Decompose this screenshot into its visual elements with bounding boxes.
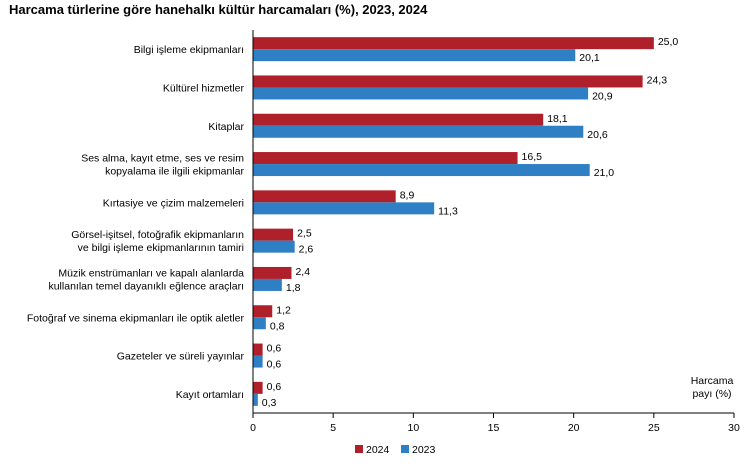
legend-swatch-2024: [355, 445, 363, 453]
bar-2024: [253, 75, 643, 88]
data-label: 20,9: [592, 90, 613, 102]
data-label: 11,3: [438, 205, 458, 217]
category-label: Kayıt ortamları: [176, 389, 244, 401]
category-label: Kitaplar: [208, 121, 244, 133]
bar-2023: [253, 49, 576, 62]
category-label: Fotoğraf ve sinema ekipmanları ile optik…: [27, 312, 245, 324]
data-label: 2,4: [295, 266, 310, 278]
data-label: 1,8: [286, 282, 301, 294]
bar-2023: [253, 87, 589, 100]
bar-2024: [253, 381, 263, 394]
data-label: 0,3: [262, 397, 277, 409]
data-label: 20,1: [579, 52, 600, 64]
category-label: kopyalama ile ilgili ekipmanlar: [105, 166, 244, 178]
bar-2024: [253, 266, 292, 279]
category-label: Bilgi işleme ekipmanları: [134, 44, 244, 56]
bar-2023: [253, 355, 263, 368]
x-tick-label: 0: [250, 422, 256, 434]
bar-2024: [253, 113, 544, 126]
category-label: Ses alma, kayıt etme, ses ve resim: [81, 153, 244, 165]
bar-2024: [253, 190, 396, 203]
bar-2023: [253, 164, 590, 177]
bar-2023: [253, 278, 282, 291]
data-label: 8,9: [400, 189, 415, 201]
category-label: kullanılan temel dayanıklı eğlence araçl…: [48, 280, 244, 292]
category-label: Kırtasiye ve çizim malzemeleri: [103, 197, 244, 209]
data-label: 0,6: [267, 343, 282, 355]
bar-2023: [253, 240, 295, 253]
category-label: Kültürel hizmetler: [163, 82, 245, 94]
data-label: 16,5: [522, 151, 543, 163]
legend-label: 2024: [366, 444, 390, 456]
bar-2024: [253, 228, 294, 241]
data-label: 18,1: [547, 113, 568, 125]
data-label: 0,6: [267, 359, 282, 371]
data-label: 0,6: [267, 381, 282, 393]
data-label: 25,0: [658, 36, 679, 48]
category-label: Gazeteler ve süreli yayınlar: [117, 351, 245, 363]
legend-label: 2023: [412, 444, 436, 456]
bar-2024: [253, 37, 654, 50]
data-label: 20,6: [587, 129, 608, 141]
data-label: 0,8: [270, 320, 285, 332]
bar-2023: [253, 317, 266, 330]
data-label: 1,2: [276, 304, 291, 316]
data-label: 24,3: [647, 74, 668, 86]
category-label: Müzik enstrümanları ve kapalı alanlarda: [58, 267, 244, 279]
data-label: 2,5: [297, 228, 312, 240]
bar-2023: [253, 393, 258, 406]
x-tick-label: 10: [407, 422, 419, 434]
x-tick-label: 25: [648, 422, 660, 434]
bar-2024: [253, 343, 263, 356]
data-label: 21,0: [594, 167, 615, 179]
bar-2024: [253, 305, 273, 318]
x-axis-title: Harcama: [691, 375, 734, 387]
x-axis-title: payı (%): [692, 388, 731, 400]
chart-title: Harcama türlerine göre hanehalkı kültür …: [9, 2, 428, 17]
x-tick-label: 5: [330, 422, 336, 434]
bar-2023: [253, 202, 435, 215]
category-label: ve bilgi işleme ekipmanlarının tamiri: [78, 242, 244, 254]
category-label: Görsel-işitsel, fotoğrafik ekipmanların: [71, 229, 244, 241]
data-label: 2,6: [299, 244, 314, 256]
x-tick-label: 20: [568, 422, 580, 434]
legend-swatch-2023: [401, 445, 409, 453]
x-tick-label: 15: [488, 422, 500, 434]
x-tick-label: 30: [728, 422, 740, 434]
bar-2024: [253, 152, 518, 165]
bar-2023: [253, 125, 584, 138]
